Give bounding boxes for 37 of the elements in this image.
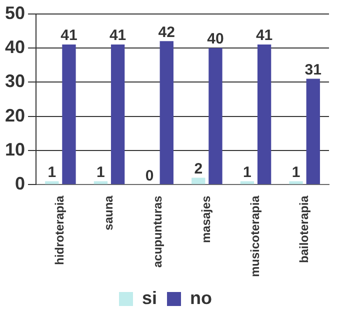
bar	[62, 44, 76, 184]
y-tick-label: 40	[4, 36, 26, 57]
bar	[192, 178, 206, 184]
bar	[289, 181, 303, 184]
legend-label: si	[142, 288, 158, 308]
data-label: 1	[96, 164, 105, 181]
y-tick-label: 0	[15, 174, 26, 194]
bar	[208, 48, 222, 184]
data-label: 40	[207, 30, 224, 48]
bar	[110, 44, 125, 184]
data-label: 41	[60, 27, 78, 44]
bar	[306, 78, 320, 184]
data-label: 41	[109, 27, 126, 44]
y-tick-label: 10	[4, 139, 26, 160]
data-label: 42	[158, 24, 175, 41]
x-tick-label: acupunturas	[150, 195, 164, 268]
y-tick-label: 20	[4, 105, 26, 126]
data-label: 41	[256, 27, 273, 44]
y-tick-label: 50	[4, 2, 26, 23]
x-tick-label: masajes	[199, 195, 214, 244]
y-tick-label: 30	[4, 71, 26, 92]
x-tick-label: hidroterapia	[52, 195, 67, 265]
x-tick-label: sauna	[102, 195, 116, 230]
data-label: 1	[243, 164, 252, 181]
data-label: 2	[194, 160, 203, 178]
x-tick-label: musicoterapia	[248, 195, 262, 278]
data-label: 1	[292, 164, 300, 181]
data-label: 31	[304, 61, 322, 78]
data-label: 1	[48, 164, 56, 181]
bar	[94, 181, 108, 184]
x-tick-label: bailoterapia	[296, 195, 311, 263]
bar	[257, 44, 272, 184]
bar	[45, 181, 59, 184]
bar	[240, 181, 254, 184]
bar	[160, 41, 174, 184]
data-label: 0	[145, 167, 154, 184]
legend-label: no	[190, 288, 212, 308]
